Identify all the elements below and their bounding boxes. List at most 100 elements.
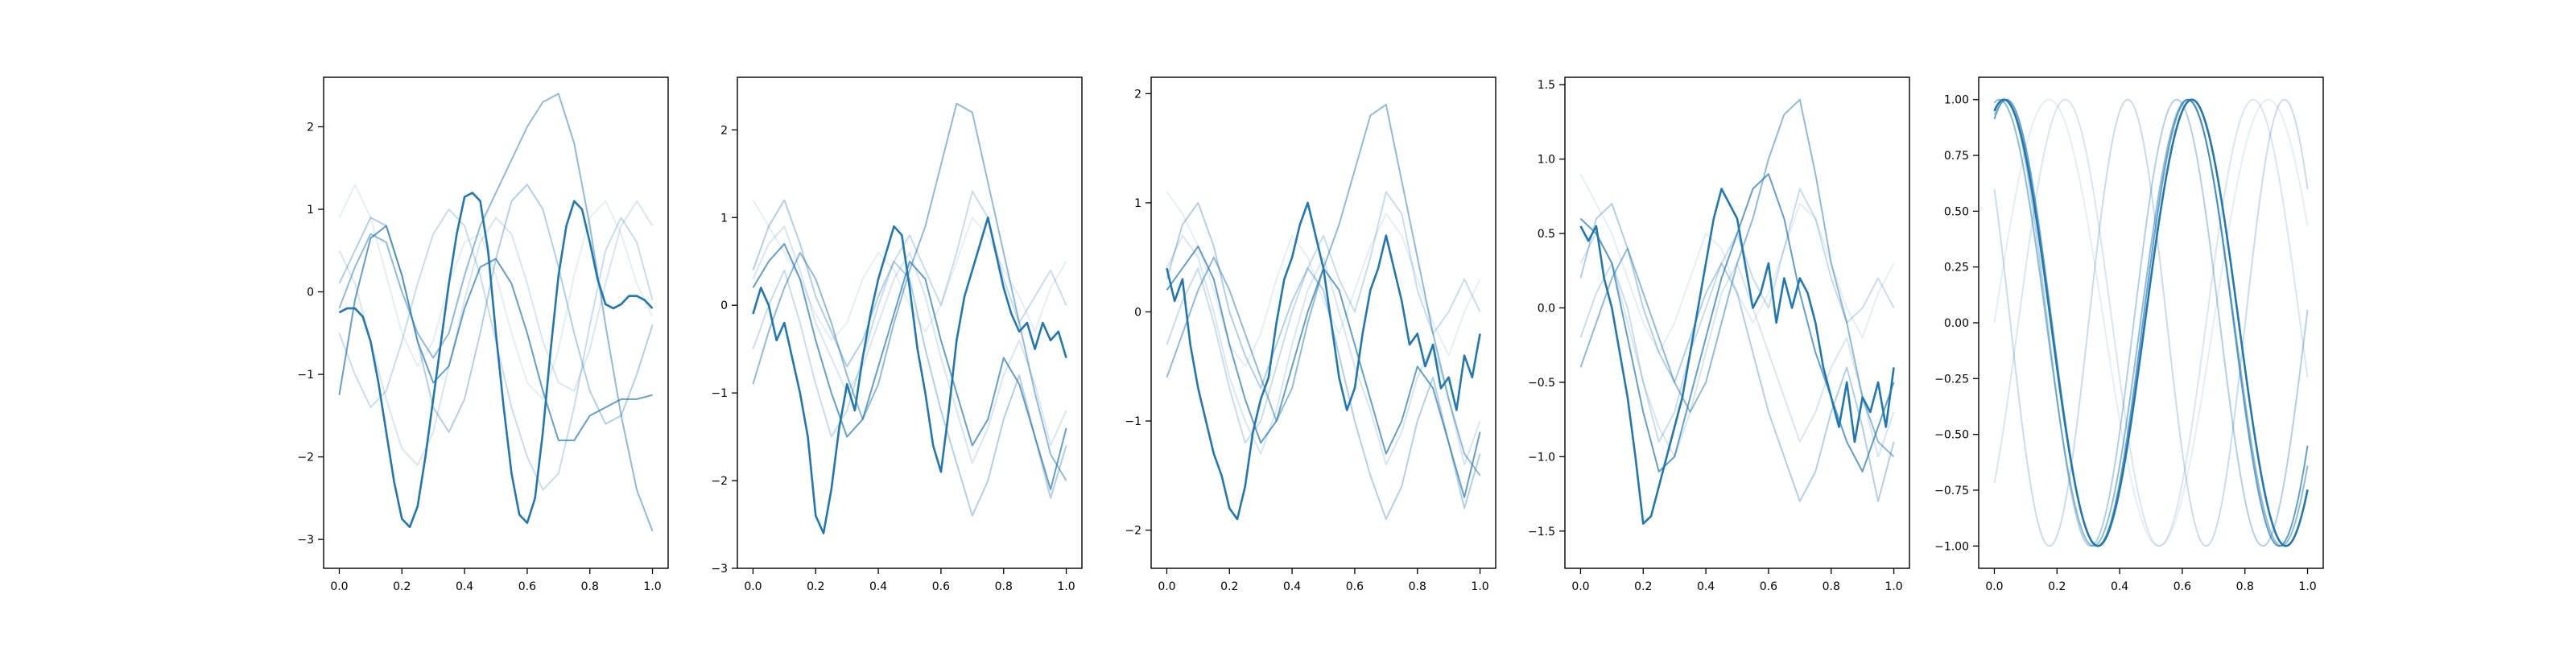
x-tick-label: 0.4 xyxy=(1283,580,1301,593)
series-line-4 xyxy=(1166,201,1481,520)
y-tick-label: 0.75 xyxy=(1944,150,1969,163)
series-line-2 xyxy=(1166,234,1481,466)
series-group xyxy=(752,102,1067,534)
x-tick-label: 0.8 xyxy=(581,580,599,593)
axes-frame xyxy=(1978,76,2324,569)
series-line-1 xyxy=(1993,98,2309,547)
series-line-2 xyxy=(338,200,654,466)
y-tick-label: 1.0 xyxy=(1538,154,1555,167)
y-tick-label: −1.5 xyxy=(1528,526,1555,539)
x-tick-label: 1.0 xyxy=(2298,580,2316,593)
x-tick-label: 0.0 xyxy=(744,580,762,593)
y-tick-label: 0.50 xyxy=(1944,205,1969,218)
y-tick-label: 0 xyxy=(720,299,728,312)
series-line-4 xyxy=(338,184,654,433)
y-tick-label: 0.00 xyxy=(1944,317,1969,330)
y-tick-label: −3 xyxy=(711,563,728,576)
series-line-3 xyxy=(1993,98,2309,547)
x-tick-label: 0.6 xyxy=(1346,580,1364,593)
series-line-2 xyxy=(1579,233,1895,458)
y-tick-label: 1.00 xyxy=(1944,94,1969,107)
series-line-5 xyxy=(1579,98,1895,458)
x-tick-label: 0.2 xyxy=(1220,580,1238,593)
axes-frame xyxy=(1564,76,1910,569)
x-tick-label: 1.0 xyxy=(1057,580,1075,593)
y-tick-label: −3 xyxy=(297,534,314,547)
chart-panel-2: 0.0 0.2 0.4 0.6 0.8 1.0 −3 −2 −1 0 1 2 xyxy=(711,76,1083,593)
x-tick-label: 0.0 xyxy=(1571,580,1589,593)
x-tick-label: 1.0 xyxy=(643,580,661,593)
y-tick-label: −1.0 xyxy=(1528,451,1555,464)
x-tick-label: 0.4 xyxy=(1697,580,1715,593)
x-tick-label: 0.6 xyxy=(518,580,536,593)
x-tick-label: 0.8 xyxy=(1409,580,1426,593)
x-tick-label: 0.0 xyxy=(1985,580,2003,593)
series-line-3 xyxy=(752,190,1067,438)
series-line-7 xyxy=(338,192,654,529)
series-group xyxy=(1579,98,1895,525)
chart-panel-4: 0.0 0.2 0.4 0.6 0.8 1.0 −1.5 −1.0 −0.5 0.0 0.5 1.0 1… xyxy=(1528,76,1910,593)
y-tick-label: −0.5 xyxy=(1528,377,1555,390)
series-line-3 xyxy=(1166,191,1481,444)
x-tick-label: 0.0 xyxy=(330,580,348,593)
series-line-7 xyxy=(752,216,1067,534)
y-tick-label: −1 xyxy=(1125,415,1141,428)
y-tick-label: 0.25 xyxy=(1944,262,1969,274)
x-tick-label: 0.8 xyxy=(2236,580,2254,593)
series-line-1 xyxy=(1579,173,1895,353)
y-tick-label: 2 xyxy=(720,124,728,137)
series-line-3 xyxy=(338,208,654,491)
x-tick-label: 0.4 xyxy=(2111,580,2128,593)
series-line-6 xyxy=(338,225,653,442)
y-tick-label: 1 xyxy=(720,212,728,225)
chart-panel-3: 0.0 0.2 0.4 0.6 0.8 1.0 −2 −1 0 1 2 xyxy=(1125,76,1496,593)
series-line-5 xyxy=(1993,98,2309,547)
axes-frame xyxy=(323,76,669,569)
y-tick-label: 0.5 xyxy=(1538,228,1555,241)
x-tick-label: 0.2 xyxy=(2048,580,2066,593)
y-tick-label: 1.5 xyxy=(1538,79,1555,92)
y-tick-label: −1 xyxy=(711,387,728,400)
y-tick-label: 2 xyxy=(1134,88,1141,101)
series-line-2 xyxy=(1993,98,2309,547)
y-tick-label: −1.00 xyxy=(1934,540,1969,553)
series-group xyxy=(1993,98,2309,547)
axes-frame xyxy=(1150,76,1496,569)
y-tick-label: −1 xyxy=(297,369,314,382)
y-tick-label: −2 xyxy=(711,475,728,488)
x-tick-label: 0.2 xyxy=(807,580,824,593)
series-group xyxy=(1166,103,1481,521)
x-tick-label: 0.2 xyxy=(1634,580,1652,593)
x-tick-label: 1.0 xyxy=(1471,580,1488,593)
chart-panel-1: 0.0 0.2 0.4 0.6 0.8 1.0 −3 −2 −1 0 1 2 xyxy=(297,76,669,593)
series-line-1 xyxy=(338,184,654,400)
x-tick-label: 0.6 xyxy=(932,580,950,593)
y-tick-label: −0.25 xyxy=(1934,373,1969,386)
series-line-2 xyxy=(752,225,1067,464)
x-tick-label: 0.8 xyxy=(1823,580,1840,593)
series-line-1 xyxy=(752,199,1067,341)
x-tick-label: 1.0 xyxy=(1885,580,1902,593)
y-tick-label: 0 xyxy=(307,287,314,299)
series-line-7 xyxy=(1993,98,2309,547)
x-tick-label: 0.6 xyxy=(2174,580,2191,593)
series-group xyxy=(338,93,654,532)
y-tick-label: 2 xyxy=(307,122,314,134)
y-tick-label: −2 xyxy=(297,452,314,464)
x-tick-label: 0.4 xyxy=(456,580,473,593)
series-line-4 xyxy=(752,199,1067,517)
series-line-6 xyxy=(1166,246,1481,498)
axes-frame xyxy=(737,76,1083,569)
y-tick-label: −0.50 xyxy=(1934,429,1969,442)
y-tick-label: 0.0 xyxy=(1538,303,1555,316)
series-line-7 xyxy=(1579,188,1895,525)
series-line-6 xyxy=(1579,173,1895,473)
series-line-6 xyxy=(752,242,1067,490)
series-line-7 xyxy=(1166,201,1481,521)
x-tick-label: 0.8 xyxy=(995,580,1013,593)
x-tick-label: 0.0 xyxy=(1158,580,1175,593)
x-tick-label: 0.4 xyxy=(869,580,887,593)
x-tick-label: 0.6 xyxy=(1760,580,1777,593)
series-line-6 xyxy=(1993,98,2309,547)
